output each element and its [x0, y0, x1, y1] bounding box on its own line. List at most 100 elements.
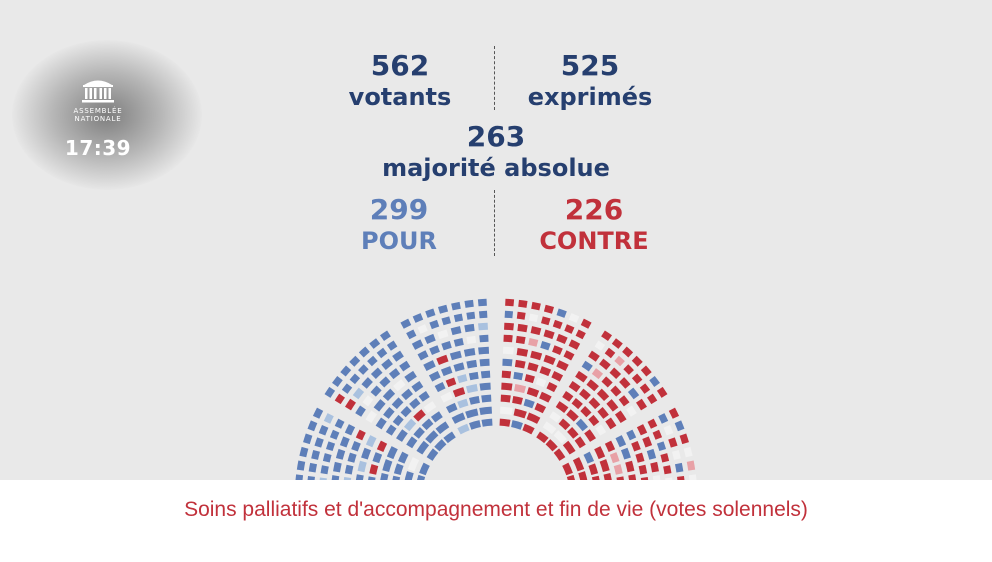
hemicycle-seat [425, 308, 436, 318]
hemicycle-seat [388, 368, 401, 380]
hemicycle-seat [552, 345, 563, 356]
hemicycle-seat [437, 304, 449, 314]
hemicycle-seat [478, 322, 488, 331]
hemicycle-seat [642, 436, 653, 448]
hemicycle-seat [299, 446, 309, 458]
hemicycle-seat [479, 406, 493, 415]
hemicycle-seat [553, 448, 566, 461]
hemicycle-seat [526, 412, 541, 424]
hemicycle-seat [362, 395, 374, 407]
hemicycle-seat [614, 355, 625, 367]
hemicycle-seat [595, 424, 607, 436]
hemicycle-seat [423, 360, 436, 371]
hemicycle-seat [626, 429, 637, 441]
hemicycle-seat [674, 462, 684, 473]
hemicycle-seat [445, 402, 458, 414]
hemicycle-seat [469, 420, 481, 430]
hemicycle-seat [334, 393, 345, 405]
hemicycle-seat [663, 425, 674, 436]
hemicycle-seat [575, 329, 586, 340]
votants-stat: 562 votants [330, 50, 470, 112]
hemicycle-seat [480, 370, 491, 379]
hemicycle-seat [409, 398, 421, 410]
hemicycle-seat [314, 437, 324, 448]
hemicycle-seat [344, 464, 354, 475]
hemicycle-seat [503, 334, 513, 343]
broadcast-clock: 17:39 [64, 136, 132, 160]
hemicycle-seat [516, 311, 526, 320]
hemicycle-seat [536, 431, 549, 444]
bottom-divider [494, 190, 495, 256]
hemicycle-seat [466, 311, 476, 320]
hemicycle-seat [639, 383, 651, 394]
hemicycle-seat [334, 418, 345, 429]
hemicycle-seat [382, 459, 393, 473]
hemicycle-seat [466, 335, 477, 345]
hemicycle-seat [434, 439, 447, 452]
hemicycle-seat [426, 448, 439, 461]
hemicycle-seat [443, 431, 456, 444]
hemicycle-seat [586, 379, 599, 392]
hemicycle-seat [556, 360, 569, 371]
hemicycle-seat [627, 387, 640, 400]
hemicycle-seat [445, 377, 457, 388]
hemicycle-seat [376, 440, 388, 452]
exprimes-label: exprimés [527, 83, 653, 111]
vote-title-caption: Soins palliatifs et d'accompagnement et … [184, 498, 808, 521]
hemicycle-seat [406, 436, 418, 449]
hemicycle-seat [517, 323, 528, 333]
hemicycle-seat [349, 355, 361, 367]
hemicycle-seat [631, 355, 643, 367]
hemicycle-seat [413, 409, 426, 422]
hemicycle-seat [615, 435, 627, 448]
hemicycle-seat [367, 355, 378, 367]
hemicycle-seat [307, 420, 318, 432]
hemicycle-seat [365, 435, 377, 448]
hemicycle-seat [465, 408, 479, 419]
hemicycle-seat [567, 426, 579, 439]
pour-stat: 299 POUR [334, 194, 464, 256]
hemicycle-seat [540, 341, 551, 351]
hemicycle-seat [631, 440, 641, 452]
hemicycle-seat [424, 333, 436, 345]
hemicycle-seat [622, 346, 634, 358]
hemicycle-seat [464, 299, 474, 308]
hemicycle-seat [513, 371, 524, 381]
hemicycle-seat [369, 338, 381, 349]
hemicycle-seat [355, 405, 366, 417]
hemicycle-seat [574, 436, 586, 449]
hemicycle-seat [524, 374, 535, 384]
hemicycle-seat [558, 418, 571, 431]
hemicycle-seat [658, 413, 669, 424]
hemicycle-seat [528, 313, 539, 323]
hemicycle-seat [549, 411, 562, 423]
hemicycle-seat [358, 364, 369, 375]
hemicycle-seat [522, 423, 535, 435]
hemicycle-seat [464, 323, 475, 333]
hemicycle-seat [514, 384, 527, 394]
hemicycle-seat [370, 385, 382, 397]
hemicycle-seat [349, 373, 361, 385]
hemicycle-seat [451, 412, 466, 424]
hemicycle-seat [588, 414, 600, 427]
hemicycle-seat [511, 420, 523, 430]
hemicycle-seat [656, 441, 667, 452]
hemicycle-seat [581, 360, 593, 372]
hemicycle-seat [413, 426, 425, 439]
hemicycle-seat [435, 421, 450, 435]
hemicycle-seat [441, 316, 452, 326]
hemicycle-seat [339, 436, 350, 448]
hemicycle-seat [357, 460, 367, 473]
votants-value: 562 [370, 49, 430, 82]
hemicycle-seat [478, 310, 488, 319]
hemicycle-seat [411, 380, 424, 393]
hemicycle-seat [518, 299, 528, 308]
hemicycle-seat [440, 391, 453, 403]
hemicycle-seat [635, 452, 645, 463]
hemicycle-seat [434, 382, 446, 393]
hemicycle-seat [566, 409, 579, 422]
hemicycle-seat [421, 418, 434, 431]
hemicycle-seat [579, 388, 591, 401]
hemicycle-seat [325, 441, 336, 452]
hemicycle-seat [479, 382, 491, 391]
